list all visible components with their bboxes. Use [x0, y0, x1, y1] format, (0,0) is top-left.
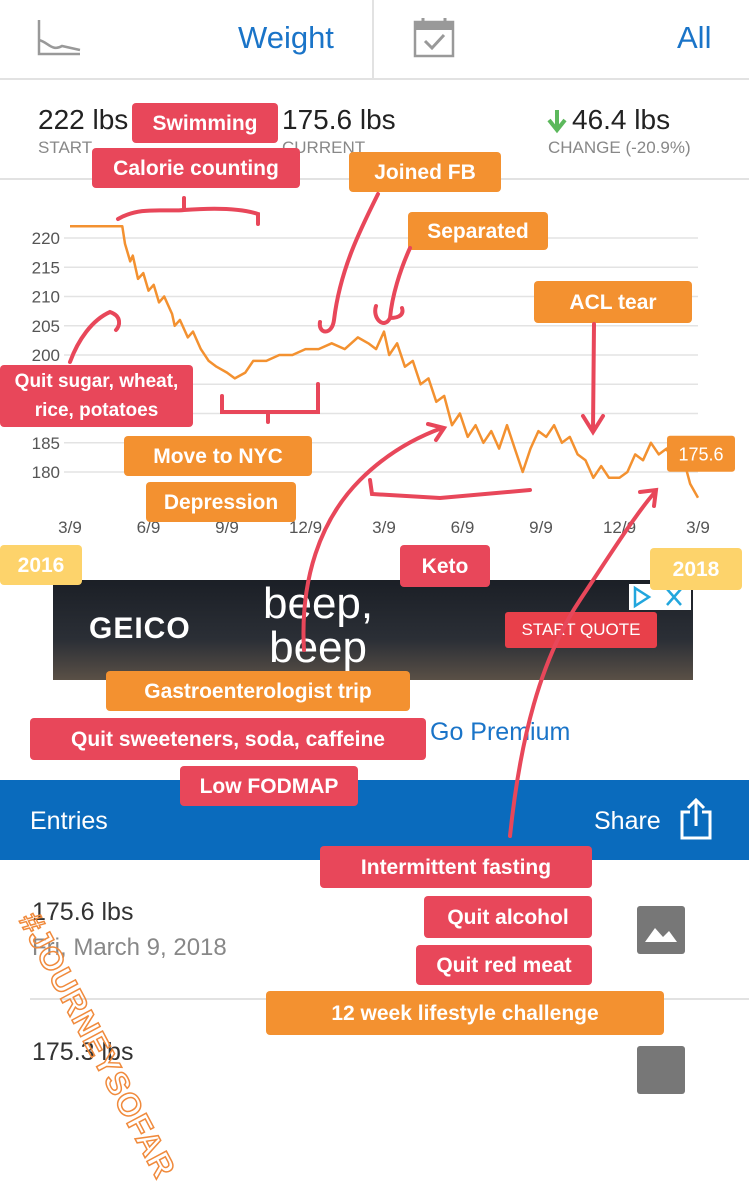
metric-title[interactable]: Weight	[238, 20, 334, 55]
entry-weight[interactable]: 175.3 lbs	[32, 1038, 134, 1066]
ad-headline: beep, beep	[263, 580, 374, 672]
y-tick-label: 215	[32, 258, 60, 277]
annotation-label: Intermittent fasting	[320, 846, 592, 888]
annotation-label: Quit sugar, wheat, rice, potatoes	[0, 365, 193, 427]
ad-brand: GEICO	[89, 612, 191, 645]
annotation-label: 2016	[0, 545, 82, 585]
premium-link[interactable]: Go Premium	[430, 718, 571, 746]
annotation-label: Quit alcohol	[424, 896, 592, 938]
change-label: CHANGE (-20.9%)	[548, 138, 691, 157]
down-arrow	[547, 110, 567, 134]
x-tick-label: 12/9	[603, 518, 636, 537]
divider	[372, 0, 374, 78]
change-value: 46.4 lbs	[572, 104, 671, 135]
share-icon[interactable]	[678, 798, 714, 840]
x-tick-label: 3/9	[686, 518, 710, 537]
entries-title: Entries	[30, 807, 108, 835]
top-bar: Weight All	[0, 0, 749, 78]
value-label: 175.6	[678, 445, 723, 465]
y-tick-label: 220	[32, 229, 60, 248]
calendar-icon[interactable]	[413, 16, 455, 58]
annotation-label: 12 week lifestyle challenge	[266, 991, 664, 1035]
entry-date[interactable]: Fri, March 9, 2018	[32, 934, 227, 961]
photo-icon[interactable]	[637, 1046, 685, 1094]
annotation-label: Low FODMAP	[180, 766, 358, 806]
y-tick-label: 200	[32, 346, 60, 365]
x-tick-label: 3/9	[372, 518, 396, 537]
start-value: 222 lbs	[38, 104, 129, 135]
annotation-label: Joined FB	[349, 152, 501, 192]
current-value: 175.6 lbs	[282, 104, 396, 135]
annotation-label: ACL tear	[534, 281, 692, 323]
x-tick-label: 6/9	[451, 518, 475, 537]
x-tick-label: 3/9	[58, 518, 82, 537]
current-label: CURRENT	[282, 138, 366, 157]
photo-icon[interactable]	[637, 906, 685, 954]
annotation-label: Gastroenterologist trip	[106, 671, 410, 711]
annotation-label: Calorie counting	[92, 148, 300, 188]
y-tick-label: 180	[32, 463, 60, 482]
weight-line	[70, 225, 700, 499]
y-tick-label: 185	[32, 434, 60, 453]
annotation-label: Keto	[400, 545, 490, 587]
entry-weight[interactable]: 175.6 lbs	[32, 898, 134, 926]
annotation-label: Move to NYC	[124, 436, 312, 476]
x-tick-label: 9/9	[215, 518, 239, 537]
x-tick-label: 6/9	[137, 518, 161, 537]
annotation-label: Separated	[408, 212, 548, 250]
annotation-label: Quit red meat	[416, 945, 592, 985]
y-tick-label: 210	[32, 288, 60, 307]
annotation-label: Quit sweeteners, soda, caffeine	[30, 718, 426, 760]
value-label-box	[667, 435, 735, 472]
annotation-label: Swimming	[132, 103, 278, 143]
x-tick-label: 9/9	[529, 518, 553, 537]
start-label: START	[38, 138, 93, 157]
y-tick-label: 205	[32, 317, 60, 336]
chart-icon[interactable]	[36, 18, 82, 58]
advertisement[interactable]: GEICO beep, beep START QUOTE	[53, 580, 693, 680]
separator	[0, 78, 749, 80]
range-selector[interactable]: All	[677, 20, 712, 55]
ad-button[interactable]: START QUOTE	[505, 612, 657, 648]
annotation-label: 2018	[650, 548, 742, 590]
share-button[interactable]: Share	[594, 807, 661, 835]
annotation-label: Depression	[146, 482, 296, 522]
